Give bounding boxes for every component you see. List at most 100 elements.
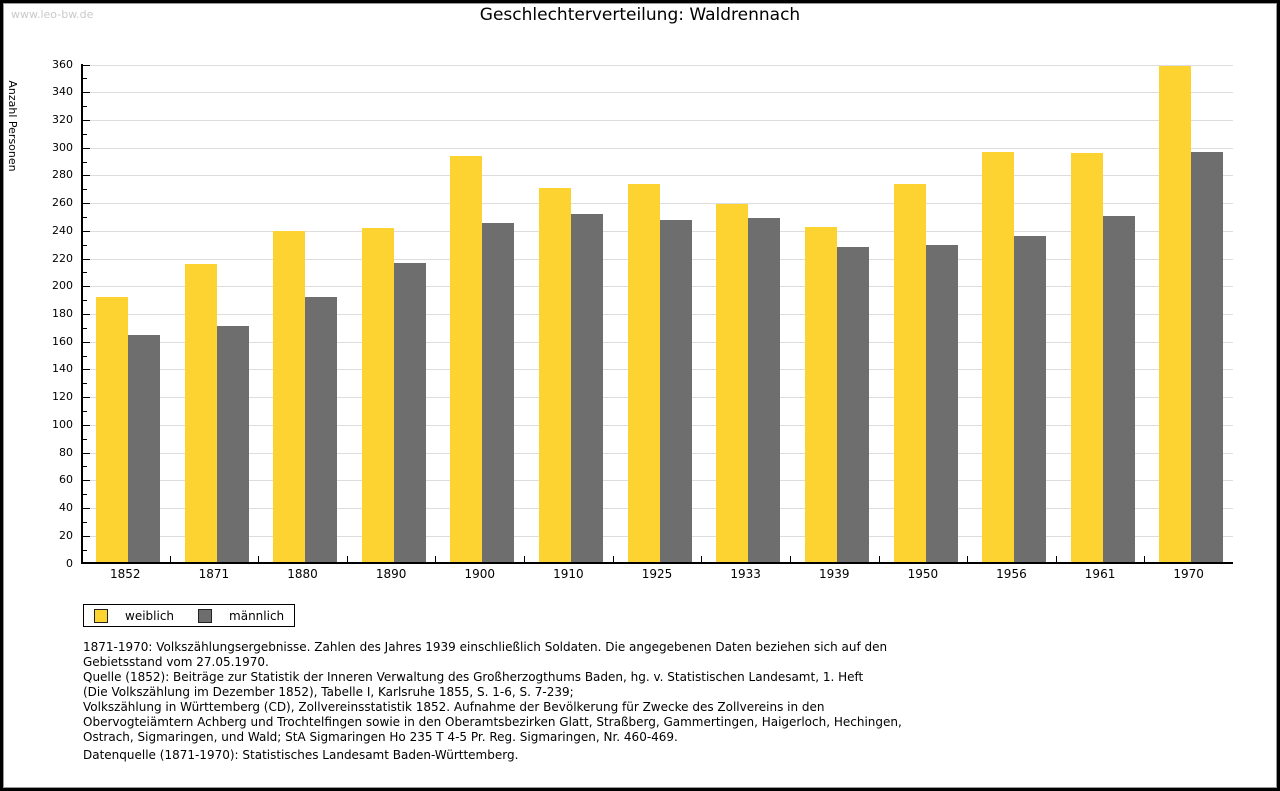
y-tick-290 <box>83 161 87 163</box>
gridline-340 <box>81 92 1233 94</box>
chart-title: Geschlechterverteilung: Waldrennach <box>479 5 801 25</box>
footnote-line-1: 1871-1970: Volkszählungsergebnisse. Zahl… <box>83 640 888 654</box>
legend-swatch-weiblich <box>94 608 108 623</box>
y-tick-40 <box>83 508 90 510</box>
y-tick-10 <box>83 549 87 551</box>
legend: weiblich männlich <box>83 604 296 627</box>
y-tick-label-20: 20 <box>59 528 73 542</box>
y-tick-label-60: 60 <box>59 473 73 487</box>
legend-item-weiblich: weiblich <box>94 608 175 623</box>
y-tick-330 <box>83 106 87 108</box>
y-tick-20 <box>83 535 90 537</box>
footnote-line-3: Quelle (1852): Beiträge zur Statistik de… <box>83 670 864 684</box>
x-tick-8 <box>789 555 791 563</box>
x-tick-9 <box>878 555 880 563</box>
y-tick-label-340: 340 <box>52 85 73 99</box>
x-tick-4 <box>435 555 437 563</box>
y-tick-label-100: 100 <box>52 417 73 431</box>
y-tick-170 <box>83 327 87 329</box>
y-axis-label: Anzahl Personen <box>6 80 19 172</box>
y-tick-310 <box>83 133 87 135</box>
y-tick-220 <box>83 258 90 260</box>
bar-weiblich-1970 <box>1159 65 1192 563</box>
footnote-line-2: Gebietsstand vom 27.05.1970. <box>83 655 269 669</box>
x-tick-label-1939: 1939 <box>818 567 850 581</box>
bar-männlich-1933 <box>748 218 781 563</box>
bar-weiblich-1871 <box>184 264 217 563</box>
y-tick-360 <box>83 64 90 66</box>
y-tick-200 <box>83 286 90 288</box>
y-tick-80 <box>83 452 90 454</box>
bar-weiblich-1925 <box>627 183 660 563</box>
bar-weiblich-1880 <box>273 230 306 563</box>
legend-swatch-maennlich <box>198 608 213 623</box>
x-tick-7 <box>701 555 703 563</box>
x-tick-11 <box>1055 555 1057 563</box>
y-tick-label-120: 120 <box>52 390 73 404</box>
y-tick-320 <box>83 119 90 121</box>
x-tick-label-1925: 1925 <box>641 567 673 581</box>
gridline-320 <box>81 119 1233 121</box>
y-tick-190 <box>83 300 87 302</box>
footnote-line-4: (Die Volkszählung im Dezember 1852), Tab… <box>83 685 574 699</box>
x-tick-3 <box>346 555 348 563</box>
x-tick-label-1950: 1950 <box>907 567 939 581</box>
y-tick-260 <box>83 203 90 205</box>
bar-weiblich-1950 <box>893 183 926 563</box>
bar-männlich-1900 <box>482 222 515 563</box>
x-tick-label-1910: 1910 <box>553 567 584 581</box>
y-tick-label-0: 0 <box>66 556 73 570</box>
x-tick-10 <box>967 555 969 563</box>
y-tick-70 <box>83 466 87 468</box>
x-tick-label-1956: 1956 <box>996 567 1027 581</box>
x-tick-label-1961: 1961 <box>1084 567 1116 581</box>
y-tick-label-160: 160 <box>52 334 73 348</box>
y-tick-340 <box>83 92 90 94</box>
x-tick-label-1890: 1890 <box>375 567 407 581</box>
y-tick-label-360: 360 <box>52 57 73 71</box>
y-tick-150 <box>83 355 87 357</box>
datasource-line: Datenquelle (1871-1970): Statistisches L… <box>83 748 519 762</box>
x-tick-label-1900: 1900 <box>464 567 496 581</box>
bar-weiblich-1956 <box>982 151 1015 563</box>
x-tick-2 <box>258 555 260 563</box>
bar-weiblich-1900 <box>450 155 483 563</box>
y-tick-120 <box>83 397 90 399</box>
bar-weiblich-1890 <box>361 228 394 563</box>
x-tick-label-1933: 1933 <box>730 567 761 581</box>
bar-männlich-1925 <box>659 219 692 563</box>
x-tick-label-1880: 1880 <box>287 567 318 581</box>
bar-männlich-1939 <box>836 247 869 563</box>
gridline-300 <box>81 147 1233 149</box>
y-axis-line <box>81 64 83 564</box>
x-tick-5 <box>524 555 526 563</box>
y-tick-270 <box>83 189 87 191</box>
footnotes: 1871-1970: Volkszählungsergebnisse. Zahl… <box>83 640 1223 745</box>
gridline-280 <box>81 175 1233 177</box>
y-tick-100 <box>83 424 90 426</box>
x-tick-1 <box>169 555 171 563</box>
bar-männlich-1880 <box>305 297 338 563</box>
x-tick-label-1852: 1852 <box>110 567 141 581</box>
footnote-line-7: Ostrach, Sigmaringen, und Wald; StA Sigm… <box>83 730 678 744</box>
legend-label-weiblich: weiblich <box>125 608 175 623</box>
bar-männlich-1950 <box>925 244 958 563</box>
footnote-line-5: Volkszählung in Württemberg (CD), Zollve… <box>83 700 825 714</box>
bar-männlich-1871 <box>216 326 249 563</box>
bar-männlich-1890 <box>393 262 426 563</box>
y-tick-label-80: 80 <box>59 445 73 459</box>
bar-männlich-1910 <box>571 214 604 563</box>
x-tick-6 <box>612 555 614 563</box>
bar-weiblich-1852 <box>96 297 128 563</box>
y-tick-230 <box>83 244 87 246</box>
legend-item-maennlich: männlich <box>198 608 284 623</box>
y-tick-300 <box>83 147 90 149</box>
bar-männlich-1852 <box>128 334 160 563</box>
bar-männlich-1970 <box>1191 151 1224 563</box>
bar-weiblich-1961 <box>1070 153 1103 563</box>
y-tick-label-140: 140 <box>52 362 73 376</box>
y-tick-label-180: 180 <box>52 307 73 320</box>
bar-männlich-1961 <box>1102 215 1135 563</box>
y-tick-30 <box>83 521 87 523</box>
